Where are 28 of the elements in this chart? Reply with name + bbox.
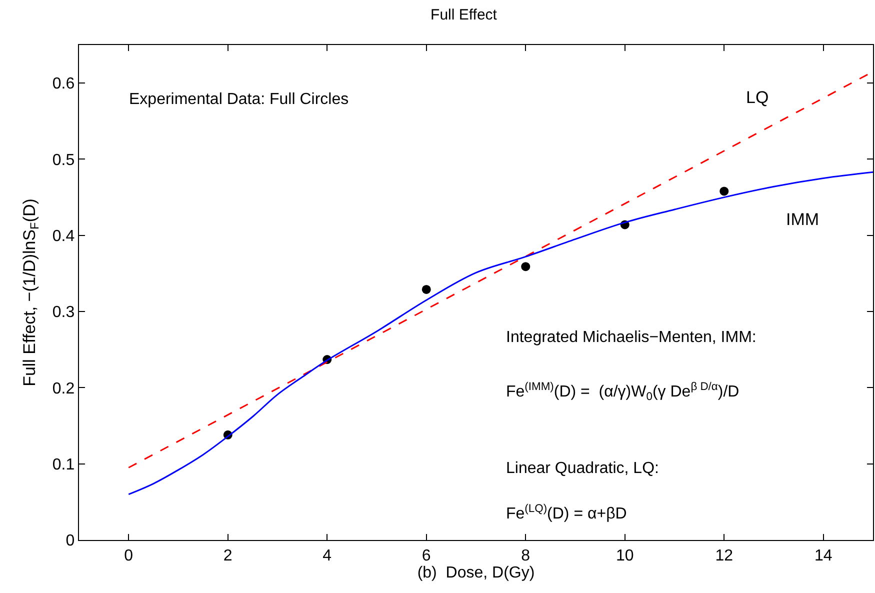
- y-tick-label: 0.3: [52, 304, 75, 322]
- annotation: Fe$^{(LQ)}$(D) = α+βD: [506, 503, 627, 523]
- annotation: Fe$^{(IMM)}$(D) = (α/γ)W$_{0}$(γ De$^{β D/α}$)/D: [506, 381, 740, 404]
- chart-title: Full Effect: [430, 6, 498, 24]
- x-tick-label: 8: [521, 547, 530, 564]
- point: [422, 284, 431, 294]
- annotation: Integrated Michaelis−Menten, IMM:: [506, 329, 756, 346]
- x-tick-label: 10: [616, 547, 634, 564]
- y-tick-label: 0: [66, 532, 75, 550]
- x-tick-label: 14: [814, 547, 832, 564]
- line-series: [128, 171, 873, 496]
- y-tick-label: 0.2: [52, 380, 75, 398]
- y-tick-label: 0.5: [52, 152, 75, 169]
- series-label: IMM: [786, 210, 820, 229]
- x-tick-label: 2: [223, 547, 232, 564]
- y-tick-label: 0.1: [52, 456, 75, 474]
- point: [521, 262, 530, 272]
- x-tick-label: 6: [422, 547, 431, 564]
- x-tick-label: 12: [715, 547, 734, 564]
- annotation: Experimental Data: Full Circles: [129, 91, 349, 108]
- y-tick-label: 0.6: [52, 76, 75, 93]
- y-tick-label: 0.4: [52, 228, 75, 245]
- x-tick-label: 0: [124, 547, 134, 564]
- series-label: LQ: [746, 88, 769, 107]
- point: [720, 186, 729, 196]
- x-tick-label: 4: [322, 547, 332, 564]
- x-axis-title: (b) Dose, D(Gy): [417, 564, 535, 582]
- annotation: Linear Quadratic, LQ:: [506, 460, 659, 477]
